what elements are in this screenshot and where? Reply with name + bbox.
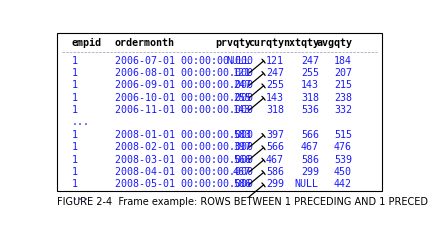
Text: 207: 207	[334, 68, 352, 78]
FancyBboxPatch shape	[57, 33, 382, 192]
Text: ordermonth: ordermonth	[115, 38, 175, 48]
Text: 1: 1	[72, 68, 78, 78]
Text: 143: 143	[233, 105, 251, 115]
Text: 586: 586	[301, 155, 319, 165]
Text: 566: 566	[301, 130, 319, 140]
Text: 1: 1	[72, 142, 78, 152]
Text: 2008-05-01 00:00:00.000: 2008-05-01 00:00:00.000	[115, 180, 253, 189]
Text: 2006-07-01 00:00:00.000: 2006-07-01 00:00:00.000	[115, 56, 253, 66]
Text: 2008-01-01 00:00:00.000: 2008-01-01 00:00:00.000	[115, 130, 253, 140]
Text: ...: ...	[72, 192, 90, 202]
Text: 1: 1	[72, 56, 78, 66]
Text: 299: 299	[301, 167, 319, 177]
Text: 1: 1	[72, 105, 78, 115]
Text: 121: 121	[266, 56, 284, 66]
Text: 255: 255	[233, 93, 251, 103]
Text: 247: 247	[301, 56, 319, 66]
Text: prvqty: prvqty	[215, 38, 251, 48]
Text: FIGURE 2-4  Frame example: ROWS BETWEEN 1 PRECEDING AND 1 PRECEDING.: FIGURE 2-4 Frame example: ROWS BETWEEN 1…	[57, 197, 428, 207]
Text: 450: 450	[334, 167, 352, 177]
Text: 143: 143	[266, 93, 284, 103]
Text: avgqty: avgqty	[316, 38, 352, 48]
Text: 467: 467	[266, 155, 284, 165]
Text: 1: 1	[72, 80, 78, 90]
Text: 467: 467	[233, 167, 251, 177]
Text: 318: 318	[301, 93, 319, 103]
Text: 586: 586	[233, 180, 251, 189]
Text: 247: 247	[233, 80, 251, 90]
Text: 299: 299	[266, 180, 284, 189]
Text: 1: 1	[72, 167, 78, 177]
Text: 255: 255	[301, 68, 319, 78]
Text: 2008-02-01 00:00:00.000: 2008-02-01 00:00:00.000	[115, 142, 253, 152]
Text: 332: 332	[334, 105, 352, 115]
Text: ...: ...	[72, 118, 90, 127]
Text: 2006-09-01 00:00:00.000: 2006-09-01 00:00:00.000	[115, 80, 253, 90]
Text: 1: 1	[72, 180, 78, 189]
Text: 1: 1	[72, 93, 78, 103]
Text: 2006-10-01 00:00:00.000: 2006-10-01 00:00:00.000	[115, 93, 253, 103]
Text: 536: 536	[301, 105, 319, 115]
Text: 318: 318	[266, 105, 284, 115]
Text: 397: 397	[266, 130, 284, 140]
Text: 255: 255	[266, 80, 284, 90]
Text: 586: 586	[266, 167, 284, 177]
Text: NULL: NULL	[295, 180, 319, 189]
Text: 143: 143	[301, 80, 319, 90]
Text: 121: 121	[233, 68, 251, 78]
Text: 2008-04-01 00:00:00.000: 2008-04-01 00:00:00.000	[115, 167, 253, 177]
Text: 1: 1	[72, 155, 78, 165]
Text: 467: 467	[301, 142, 319, 152]
Text: 215: 215	[334, 80, 352, 90]
Text: 583: 583	[233, 130, 251, 140]
Text: 397: 397	[233, 142, 251, 152]
Text: NULL: NULL	[227, 56, 251, 66]
Text: 2008-03-01 00:00:00.000: 2008-03-01 00:00:00.000	[115, 155, 253, 165]
Text: 247: 247	[266, 68, 284, 78]
Text: 442: 442	[334, 180, 352, 189]
Text: 2006-08-01 00:00:00.000: 2006-08-01 00:00:00.000	[115, 68, 253, 78]
Text: 476: 476	[334, 142, 352, 152]
Text: 184: 184	[334, 56, 352, 66]
Text: curqty: curqty	[248, 38, 284, 48]
Text: 2006-11-01 00:00:00.000: 2006-11-01 00:00:00.000	[115, 105, 253, 115]
Text: 566: 566	[266, 142, 284, 152]
Text: empid: empid	[72, 38, 102, 48]
Text: 515: 515	[334, 130, 352, 140]
Text: nxtqty: nxtqty	[283, 38, 319, 48]
Text: 566: 566	[233, 155, 251, 165]
Text: 1: 1	[72, 130, 78, 140]
Text: 539: 539	[334, 155, 352, 165]
Text: 238: 238	[334, 93, 352, 103]
